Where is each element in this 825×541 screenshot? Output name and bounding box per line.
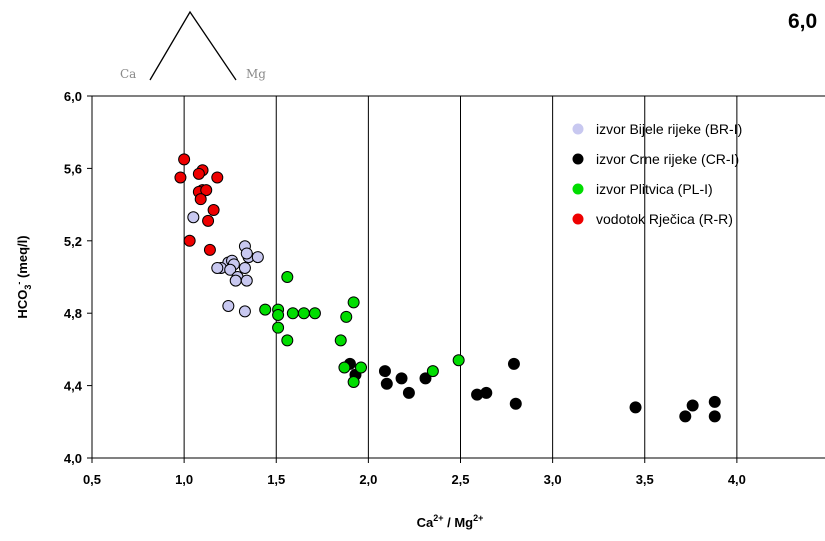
data-point-series-1 (187, 211, 200, 224)
y-tick-label: 4,8 (64, 306, 82, 321)
y-axis-title: HCO3- (meq/l) (14, 235, 33, 318)
data-point-series-4 (194, 193, 207, 206)
data-point-series-1 (229, 274, 242, 287)
x-tick-label: 0,5 (83, 472, 101, 487)
data-point-series-1 (238, 261, 251, 274)
axis-ticks: 0,51,01,52,02,53,03,54,044,04,44,85,25,6… (64, 89, 746, 487)
triangle-fragment (149, 10, 237, 81)
data-point-series-2 (509, 397, 522, 410)
y-tick-label: 6,0 (64, 89, 82, 104)
legend: izvor Bijele rijeke (BR-I) izvor Crne rij… (572, 121, 742, 227)
data-point-series-3 (259, 303, 272, 316)
data-point-series-3 (452, 354, 465, 367)
legend-marker (572, 213, 584, 225)
data-point-series-4 (207, 204, 220, 217)
data-point-series-4 (203, 243, 216, 256)
data-point-series-2 (380, 377, 393, 390)
x-tick-label: 3,0 (544, 472, 562, 487)
data-point-series-3 (347, 296, 360, 309)
data-point-series-1 (222, 299, 235, 312)
data-point-series-1 (251, 251, 264, 264)
data-point-series-3 (272, 309, 285, 322)
data-point-series-3 (355, 361, 368, 374)
y-tick-label: 5,2 (64, 234, 82, 249)
x-axis-title: Ca2+ / Mg2+ (417, 513, 484, 530)
data-point-series-1 (240, 247, 253, 260)
x-tick-label: 2,0 (359, 472, 377, 487)
data-point-series-2 (395, 372, 408, 385)
y-tick-label: 4,0 (64, 451, 82, 466)
data-point-series-3 (334, 334, 347, 347)
x-tick-label: 2,5 (451, 472, 469, 487)
data-point-series-4 (174, 171, 187, 184)
data-point-series-2 (686, 399, 699, 412)
data-point-series-2 (708, 410, 721, 423)
faint-label-right: Mg (246, 67, 266, 81)
data-point-series-3 (297, 307, 310, 320)
data-point-series-3 (426, 365, 439, 378)
legend-label: izvor Plitvica (PL-I) (596, 181, 713, 197)
data-point-series-3 (340, 310, 353, 323)
faint-label-left: Ca (120, 67, 136, 81)
data-point-series-2 (629, 401, 642, 414)
x-tick-label: 3,5 (636, 472, 654, 487)
data-point-series-1 (211, 261, 224, 274)
data-points (174, 153, 721, 423)
data-point-series-3 (347, 375, 360, 388)
legend-marker (572, 153, 584, 165)
data-point-series-1 (238, 305, 251, 318)
data-point-series-4 (211, 171, 224, 184)
y-tick-label: 5,6 (64, 161, 82, 176)
data-point-series-3 (338, 361, 351, 374)
data-point-series-3 (286, 307, 299, 320)
data-point-series-2 (708, 395, 721, 408)
data-point-series-2 (402, 386, 415, 399)
data-point-series-1 (224, 263, 237, 276)
corner-label: 6,0 (788, 10, 817, 33)
data-point-series-2 (679, 410, 692, 423)
legend-label: izvor Bijele rijeke (BR-I) (596, 121, 742, 137)
data-point-series-2 (507, 357, 520, 370)
x-tick-label: 1,5 (267, 472, 285, 487)
top-fragment: Ca Mg 6,0 (120, 10, 817, 81)
data-point-series-3 (308, 307, 321, 320)
x-tick-label: 1,0 (175, 472, 193, 487)
data-point-series-2 (480, 386, 493, 399)
data-point-series-4 (202, 214, 215, 227)
data-point-series-4 (192, 167, 205, 180)
data-point-series-2 (378, 365, 391, 378)
data-point-series-2 (419, 372, 432, 385)
legend-marker (572, 183, 584, 195)
data-point-series-4 (200, 184, 213, 197)
legend-label: vodotok Rječica (R-R) (596, 211, 733, 227)
legend-marker (572, 123, 584, 135)
data-point-series-3 (272, 321, 285, 334)
data-point-series-3 (281, 334, 294, 347)
data-point-series-3 (281, 271, 294, 283)
legend-label: izvor Crne rijeke (CR-I) (596, 151, 739, 167)
data-point-series-1 (240, 274, 253, 287)
data-point-series-4 (183, 234, 196, 247)
y-tick-label: 4,4 (64, 379, 83, 394)
x-tick-label: 4,0 (728, 472, 746, 487)
data-point-series-4 (178, 153, 191, 166)
